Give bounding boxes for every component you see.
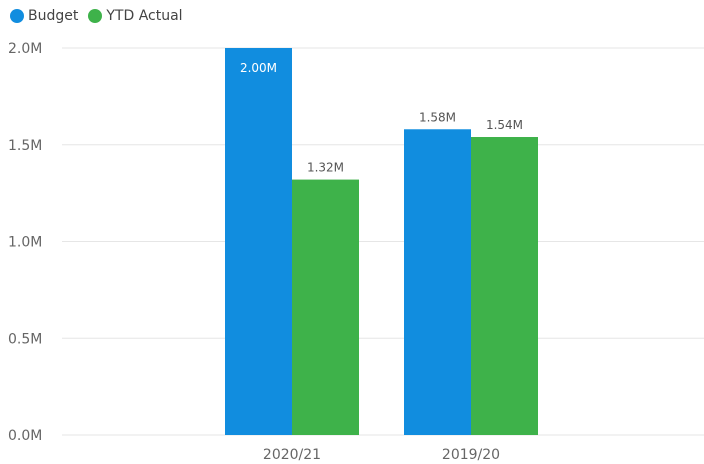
legend-label-budget: Budget	[28, 8, 79, 24]
legend-item-ytd-actual[interactable]: YTD Actual	[88, 8, 183, 24]
bar-budget-0[interactable]	[225, 48, 292, 435]
legend-marker-budget	[10, 9, 24, 23]
x-category-label: 2020/21	[263, 447, 321, 463]
legend-marker-ytd-actual	[88, 9, 103, 23]
y-tick-label: 0.0M	[8, 428, 42, 444]
x-category-label: 2019/20	[442, 447, 500, 463]
data-label: 1.54M	[486, 118, 523, 132]
bar-ytd-actual-1[interactable]	[471, 137, 538, 435]
y-tick-label: 0.5M	[8, 331, 42, 347]
legend: Budget YTD Actual	[10, 5, 183, 27]
y-tick-label: 1.0M	[8, 235, 42, 251]
data-label: 1.32M	[307, 161, 344, 175]
y-tick-label: 2.0M	[8, 41, 42, 57]
bar-ytd-actual-0[interactable]	[292, 179, 359, 435]
y-tick-label: 1.5M	[8, 138, 42, 154]
legend-item-budget[interactable]: Budget	[10, 8, 78, 24]
data-label: 1.58M	[419, 110, 456, 124]
bar-budget-1[interactable]	[404, 129, 471, 435]
data-label: 2.00M	[240, 61, 277, 75]
legend-label-ytd-actual: YTD Actual	[106, 8, 183, 24]
